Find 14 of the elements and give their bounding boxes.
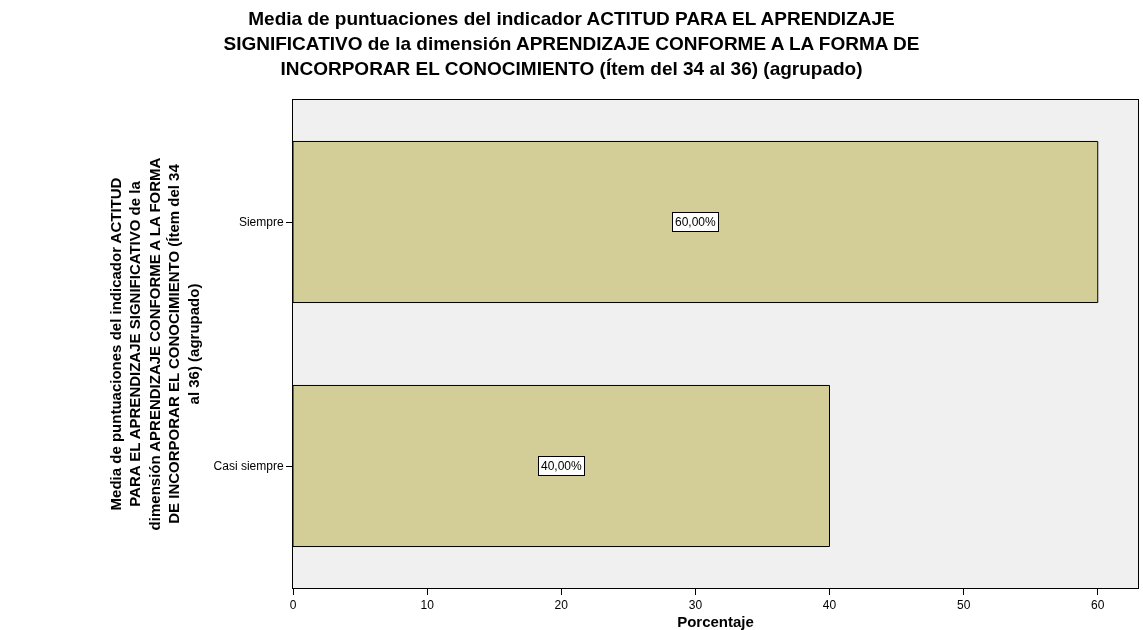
x-tick-label: 20 [554, 598, 569, 613]
x-tick-label: 10 [420, 598, 435, 613]
x-axis-title: Porcentaje [677, 613, 754, 630]
chart-title: Media de puntuaciones del indicador ACTITUD PARA EL APRENDIZAJE SIGNIFICATIVO de la dimensión APRENDIZAJE CONFORME A LA FORMA DE INCORPORAR EL CONOCIMIENTO (Ítem del 34 al 36) (agrupado) [223, 8, 920, 79]
y-tick-label: Casi siempre [213, 459, 284, 474]
x-tick-label: 60 [1091, 598, 1105, 613]
data-label: 60,00% [675, 215, 717, 229]
x-tick-label: 50 [956, 598, 971, 613]
y-tick-label: Siempre [238, 215, 284, 230]
data-label: 40,00% [541, 459, 583, 473]
x-tick-label: 0 [289, 598, 297, 613]
x-tick-label: 30 [688, 598, 703, 613]
x-tick-label: 40 [822, 598, 837, 613]
y-axis-title: Media de puntuaciones del indicador ACTITUD PARA EL APRENDIZAJE SIGNIFICATIVO de la dimensión APRENDIZAJE CONFORME A LA FORMA DE INCORPORAR EL CONOCIMIENTO (Ítem del 34 al 36) (agrupado) [106, 157, 202, 531]
